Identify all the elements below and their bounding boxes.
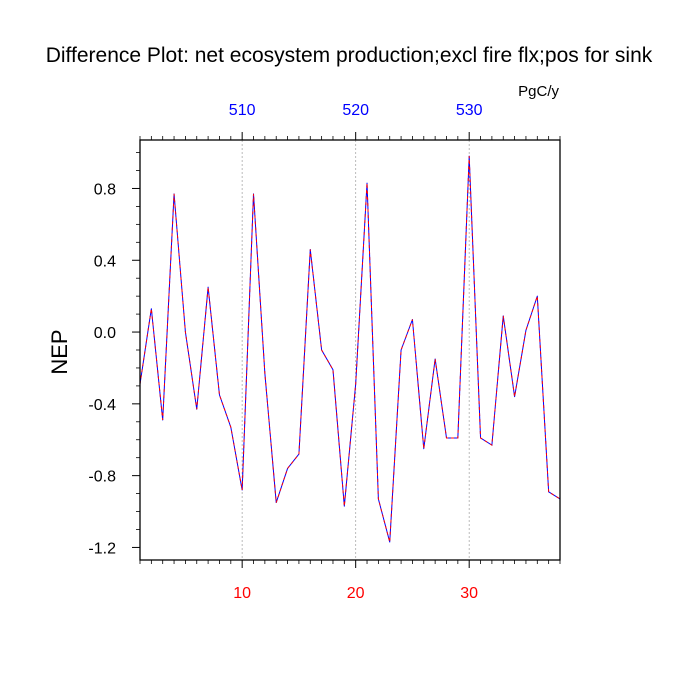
chart-title: Difference Plot: net ecosystem productio… bbox=[46, 44, 653, 67]
series-line-dash bbox=[139, 156, 561, 543]
x-tick-label-bottom: 10 bbox=[233, 585, 251, 602]
series-layer bbox=[139, 155, 561, 543]
y-axis-label: NEP bbox=[47, 329, 72, 374]
x-tick-label-top: 530 bbox=[456, 102, 483, 119]
y-tick-label: -1.2 bbox=[88, 540, 116, 557]
x-tick-label-top: 510 bbox=[229, 102, 256, 119]
axis-tick-labels: 10 20 30 510 520 530 0.8 0.4 0.0 -0.4 -0.8 -1.2 bbox=[88, 102, 482, 602]
plot-frame bbox=[139, 139, 561, 561]
x-tick-label-top: 520 bbox=[342, 102, 369, 119]
y-tick-label: -0.4 bbox=[88, 397, 116, 414]
y-tick-label: 0.0 bbox=[94, 325, 116, 342]
x-tick-label-bottom: 20 bbox=[347, 585, 365, 602]
y-tick-label: 0.8 bbox=[94, 181, 116, 198]
y-tick-label: -0.8 bbox=[88, 469, 116, 486]
y-tick-label: 0.4 bbox=[94, 253, 116, 270]
x-tick-label-bottom: 30 bbox=[460, 585, 478, 602]
units-label: PgC/y bbox=[518, 83, 559, 100]
axis-ticks bbox=[132, 132, 561, 568]
series-line bbox=[139, 155, 561, 543]
